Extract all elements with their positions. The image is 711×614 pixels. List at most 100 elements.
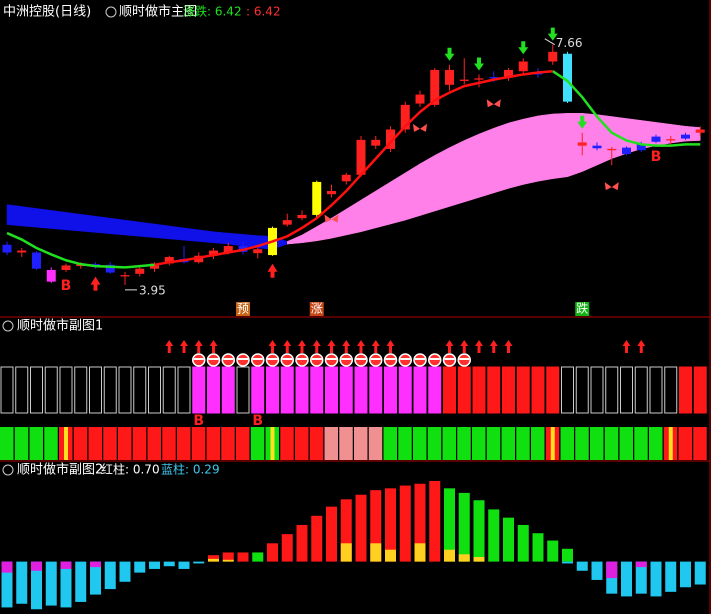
signal-cell — [649, 366, 663, 414]
signal-cell — [325, 366, 338, 414]
bar — [488, 509, 500, 562]
icon — [2, 464, 14, 476]
trend-cell — [339, 427, 353, 460]
signal-cell — [443, 366, 456, 414]
bar — [473, 557, 485, 562]
trend-cell — [324, 427, 338, 460]
signal-cell — [162, 366, 176, 414]
candle-body — [341, 174, 351, 182]
cloud — [65, 212, 81, 232]
signal-cell — [251, 366, 265, 414]
bar — [208, 555, 219, 562]
bar — [60, 561, 72, 569]
up-arrow — [489, 340, 498, 353]
bar — [385, 488, 396, 562]
cloud — [110, 217, 126, 236]
trend-cell — [427, 427, 442, 460]
ma-line — [552, 70, 701, 147]
up-arrow — [460, 340, 469, 353]
sell-arrow — [444, 47, 455, 61]
up-arrow — [342, 340, 351, 353]
bar — [222, 552, 234, 562]
bar — [532, 533, 544, 562]
cloud — [685, 125, 701, 142]
candle-body — [400, 104, 410, 130]
cloud — [213, 231, 229, 245]
trend-cell — [368, 427, 383, 460]
bar — [296, 524, 308, 562]
signal-cell — [546, 366, 560, 414]
bar — [281, 534, 293, 562]
candle-body — [666, 139, 676, 141]
bar — [606, 561, 618, 579]
bar — [444, 549, 455, 562]
trend-cell — [354, 427, 368, 460]
candle-body — [459, 79, 469, 81]
signal-cell — [15, 366, 29, 414]
trend-cell — [191, 427, 206, 460]
signal-cell — [531, 366, 545, 414]
bar — [311, 515, 323, 562]
signal-cell — [472, 366, 486, 414]
bar — [119, 561, 131, 582]
bar — [385, 549, 396, 562]
signal-cell — [457, 366, 471, 414]
trend-cell — [118, 427, 132, 460]
label-pointer — [544, 38, 556, 46]
signal-cell — [384, 366, 397, 414]
bar — [222, 559, 234, 562]
candle-body — [548, 51, 558, 62]
trend-cell — [634, 427, 648, 460]
trend-cell — [575, 427, 589, 460]
cloud — [169, 225, 185, 241]
trend-cell — [103, 427, 117, 460]
trend-cell — [236, 427, 250, 460]
trend-cell — [398, 427, 412, 460]
cloud — [493, 122, 509, 194]
cloud — [21, 206, 37, 228]
cloud — [405, 163, 421, 221]
bar — [178, 561, 190, 569]
cloud — [51, 210, 67, 231]
trend-cell — [280, 427, 294, 460]
cloud — [390, 172, 406, 225]
stripe — [64, 427, 68, 460]
candle-body — [282, 220, 292, 225]
trend-cell — [250, 427, 265, 460]
stripe — [668, 427, 673, 460]
bar — [31, 561, 42, 571]
candle-body — [386, 129, 395, 149]
bar — [104, 561, 116, 590]
cloud — [154, 223, 170, 240]
signal-cell — [339, 366, 353, 414]
candle-body — [607, 148, 617, 151]
signal-cell — [221, 366, 235, 414]
candle-body — [474, 78, 484, 80]
signal-cell — [148, 366, 161, 414]
cloud — [523, 115, 539, 185]
bar — [267, 543, 278, 562]
legend-entry: 红柱: 0.70 — [101, 462, 160, 477]
candle-body — [489, 77, 499, 79]
butterfly — [486, 99, 501, 108]
cloud — [464, 133, 480, 203]
up-arrow — [445, 340, 454, 353]
candle-body — [592, 145, 602, 149]
trend-cell — [14, 427, 29, 460]
signal-cell — [30, 366, 43, 414]
up-arrow — [180, 340, 188, 353]
candle-body — [636, 143, 646, 151]
up-arrow — [637, 340, 646, 353]
candle-body — [563, 53, 572, 102]
candle-body — [61, 265, 71, 270]
trend-cell — [693, 427, 707, 460]
bar — [458, 492, 470, 562]
chart-title: 中洲控股(日线) — [3, 5, 91, 20]
cloud — [537, 113, 553, 182]
signal-cell — [295, 366, 309, 414]
bar — [326, 506, 337, 562]
candle-body — [681, 134, 690, 139]
b-label: B — [193, 413, 204, 429]
candle-body — [17, 250, 27, 253]
